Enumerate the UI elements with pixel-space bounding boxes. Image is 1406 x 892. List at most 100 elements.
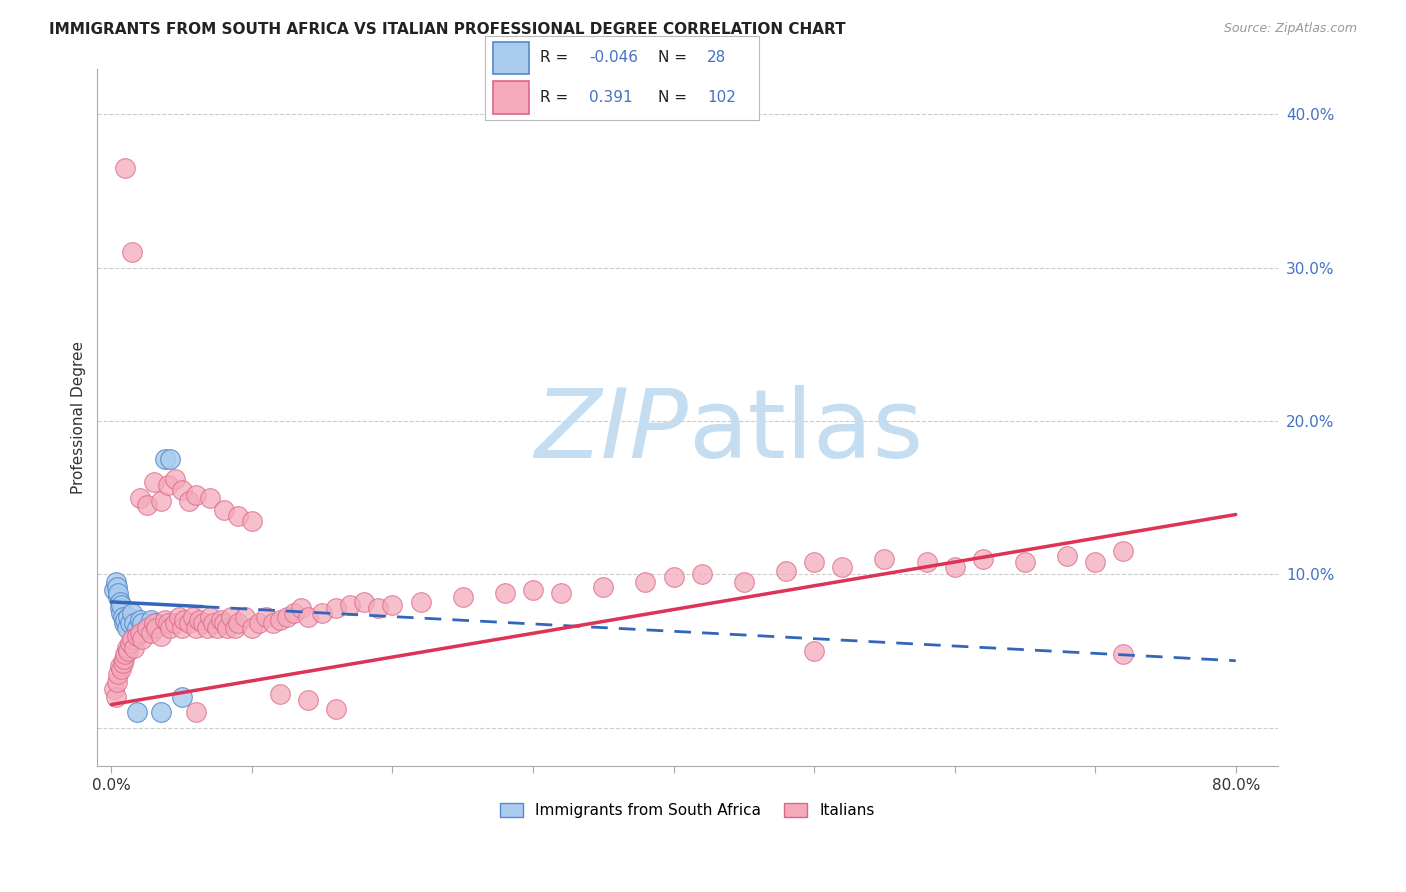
Text: 28: 28 (707, 50, 727, 65)
Point (135, 499, 157, 513)
Point (149, 629, 172, 643)
Point (276, 610, 298, 624)
Text: R =: R = (540, 50, 574, 65)
Point (108, 659, 131, 673)
Point (205, 621, 228, 635)
Point (114, 161, 136, 175)
Point (135, 621, 157, 635)
Point (224, 621, 246, 635)
Point (177, 616, 200, 631)
Text: N =: N = (658, 50, 692, 65)
Point (142, 475, 165, 490)
Point (297, 693, 319, 707)
Text: 102: 102 (707, 90, 735, 105)
Point (107, 667, 129, 681)
Point (184, 621, 207, 635)
Point (156, 616, 179, 631)
Point (733, 574, 755, 589)
Y-axis label: Professional Degree: Professional Degree (72, 341, 86, 493)
Point (803, 555, 825, 569)
Point (167, 610, 190, 624)
Point (212, 503, 235, 517)
Point (118, 636, 141, 650)
Point (972, 552, 994, 566)
Point (115, 621, 138, 635)
Point (1014, 555, 1036, 569)
Legend: Immigrants from South Africa, Italians: Immigrants from South Africa, Italians (495, 797, 882, 824)
Point (219, 610, 242, 624)
Point (108, 595, 131, 609)
Point (226, 616, 249, 631)
Point (325, 702, 347, 716)
Point (121, 632, 143, 646)
Point (110, 662, 132, 676)
Point (283, 606, 305, 620)
Point (103, 582, 125, 597)
Point (163, 616, 186, 631)
Text: atlas: atlas (688, 384, 922, 477)
Point (339, 598, 361, 612)
Text: 0.391: 0.391 (589, 90, 633, 105)
Point (662, 570, 685, 584)
Point (240, 514, 263, 528)
Point (170, 621, 193, 635)
Point (215, 621, 238, 635)
Point (131, 632, 153, 646)
Point (105, 674, 128, 689)
Point (177, 493, 200, 508)
Point (1056, 549, 1078, 563)
Point (153, 452, 176, 467)
Text: IMMIGRANTS FROM SOUTH AFRICA VS ITALIAN PROFESSIONAL DEGREE CORRELATION CHART: IMMIGRANTS FROM SOUTH AFRICA VS ITALIAN … (49, 22, 846, 37)
Bar (494, 81, 529, 113)
Point (451, 591, 474, 605)
Point (122, 640, 145, 655)
Point (1112, 544, 1135, 558)
Point (145, 621, 167, 635)
Point (121, 245, 143, 260)
Point (381, 598, 404, 612)
Point (118, 616, 141, 631)
Point (170, 483, 193, 497)
Point (107, 591, 129, 605)
Point (128, 613, 150, 627)
Text: R =: R = (540, 90, 574, 105)
Point (233, 610, 256, 624)
Point (104, 690, 127, 704)
Text: N =: N = (658, 90, 692, 105)
Point (173, 613, 195, 627)
Point (105, 580, 128, 594)
Point (831, 559, 853, 574)
Point (367, 601, 389, 615)
Point (209, 613, 232, 627)
Point (325, 601, 347, 615)
Point (128, 491, 150, 505)
Point (943, 559, 966, 574)
Point (111, 610, 134, 624)
Point (131, 616, 153, 631)
Point (187, 613, 209, 627)
Point (297, 610, 319, 624)
Point (191, 616, 214, 631)
Point (592, 580, 614, 594)
Point (145, 616, 167, 631)
Point (170, 690, 193, 704)
Point (247, 616, 270, 631)
Point (104, 574, 127, 589)
Point (184, 487, 207, 501)
Point (550, 585, 572, 599)
Point (184, 705, 207, 719)
Text: -0.046: -0.046 (589, 50, 638, 65)
Point (110, 606, 132, 620)
Point (139, 625, 162, 640)
Point (107, 585, 129, 599)
Point (121, 606, 143, 620)
Point (269, 613, 291, 627)
Point (290, 601, 312, 615)
Point (149, 705, 172, 719)
Point (163, 472, 186, 486)
Point (159, 452, 181, 467)
Point (522, 582, 544, 597)
Point (114, 647, 136, 661)
Point (111, 656, 134, 670)
Point (112, 616, 135, 631)
